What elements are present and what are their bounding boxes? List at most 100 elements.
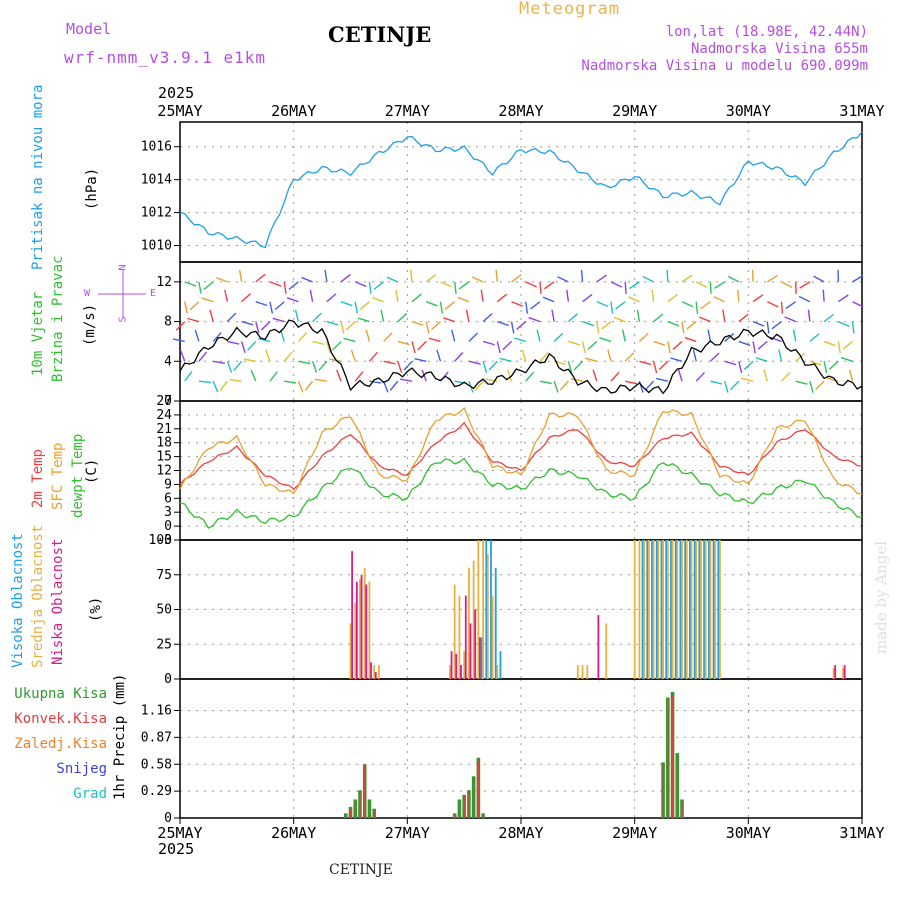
wind-arrow (386, 276, 399, 283)
wind-arrow (785, 301, 797, 310)
wind-arrow (636, 309, 641, 322)
y-tick-label: 0 (164, 811, 172, 826)
wind-arrow (184, 301, 189, 314)
date-tick-bottom: 31MAY (839, 824, 884, 842)
wind-arrow (414, 358, 427, 362)
mid-cloud-bar (463, 651, 466, 679)
wind-arrow (297, 332, 308, 342)
mid-cloud-bar (681, 540, 683, 679)
wind-arrow (672, 340, 683, 350)
wind-arrow (227, 340, 240, 345)
low-cloud-bar (460, 665, 462, 679)
wind-arrow (613, 316, 626, 323)
convective-rain-bar (482, 814, 484, 818)
wind-arrow (610, 281, 623, 288)
y-tick-label: 24 (156, 408, 172, 423)
wind-arrow (752, 341, 756, 354)
wind-arrow (684, 336, 697, 343)
wind-arrow (250, 369, 257, 382)
wind-arrow (286, 297, 299, 303)
wind-arrow (209, 309, 214, 322)
wind-arrow (431, 321, 441, 331)
wind-arrow (628, 296, 640, 303)
high-cloud-bar (480, 637, 483, 679)
mid-cloud-bar (676, 540, 679, 679)
mid-cloud-bar (638, 540, 641, 679)
wind-arrow (283, 351, 293, 362)
wind-arrow (807, 309, 811, 322)
wind-arrow (713, 296, 725, 303)
y-tick-label: 0 (164, 672, 172, 687)
wind-arrow (389, 380, 399, 391)
y-tick-label: 0 (164, 394, 172, 409)
wind-arrow (354, 301, 359, 314)
wind-arrow (440, 281, 452, 288)
wind-arrow (224, 289, 229, 302)
wind-arrow (607, 349, 612, 362)
wind-arrow (240, 341, 246, 354)
wind-arrow (525, 371, 535, 382)
wind-arrow (247, 340, 257, 351)
mid-cloud-bar (647, 540, 650, 679)
date-tick-top: 27MAY (385, 102, 430, 120)
convective-rain-bar (468, 792, 470, 818)
wind-arrow (525, 281, 537, 288)
wind-arrow (809, 360, 822, 366)
wind-arrow (610, 371, 620, 382)
mid-cloud-bar (695, 540, 698, 679)
wind-arrow (695, 371, 705, 382)
wind-arrow (763, 369, 768, 382)
wind-arrow (425, 274, 437, 283)
y-tick-label: 4 (164, 354, 172, 369)
wind-arrow (417, 340, 427, 351)
wind-arrow (851, 321, 855, 334)
high-cloud-bar (485, 540, 488, 679)
wind-arrow (658, 360, 669, 371)
wind-arrow (799, 281, 811, 289)
high-cloud-bar (641, 540, 644, 679)
wind-arrow (198, 351, 208, 362)
wind-arrow (639, 360, 652, 366)
wind-arrow (453, 281, 457, 294)
y-tick-label: 21 (156, 422, 172, 437)
wind-arrow (584, 357, 597, 362)
wind-arrow (514, 337, 526, 343)
wind-arrow (451, 329, 456, 342)
wind-arrow (468, 360, 481, 365)
wind-arrow (784, 316, 796, 323)
wind-arrow (566, 289, 570, 302)
wind-arrow (615, 301, 626, 310)
panel-frame (179, 539, 863, 680)
wind-arrow (511, 301, 523, 307)
high-cloud-bar (717, 540, 720, 679)
wind-arrow (198, 281, 202, 294)
wind-arrow (497, 320, 509, 327)
wind-arrow (580, 269, 584, 282)
wind-arrow (471, 276, 484, 283)
year-bottom: 2025 (158, 840, 195, 858)
compass-arrows (98, 270, 146, 318)
wind-arrow (260, 321, 271, 331)
low-cloud-bar (370, 662, 372, 679)
wind-arrow (465, 309, 470, 322)
wind-arrow (511, 274, 522, 283)
wind-arrow (444, 301, 456, 310)
wind-arrow (215, 276, 228, 283)
legend-hail: Grad (73, 786, 107, 802)
y-tick-label: 12 (156, 464, 172, 479)
wind-arrow (340, 273, 351, 283)
convective-rain-bar (354, 801, 356, 818)
y-tick-label: 0.58 (141, 757, 172, 772)
wind-arrow (681, 274, 693, 283)
wind-arrow (570, 377, 583, 382)
legend-freezing-rain: Zaledj.Kisa (14, 736, 107, 752)
wind-arrow (743, 360, 754, 370)
wind-arrow (738, 340, 751, 347)
wind-arrow (567, 313, 578, 323)
y-tick-label: 0.87 (141, 730, 172, 745)
wind-arrow (752, 294, 764, 303)
date-tick-top: 30MAY (726, 102, 771, 120)
wind-arrow (551, 309, 555, 322)
wind-arrow (599, 337, 612, 343)
wind-arrow (813, 275, 825, 283)
